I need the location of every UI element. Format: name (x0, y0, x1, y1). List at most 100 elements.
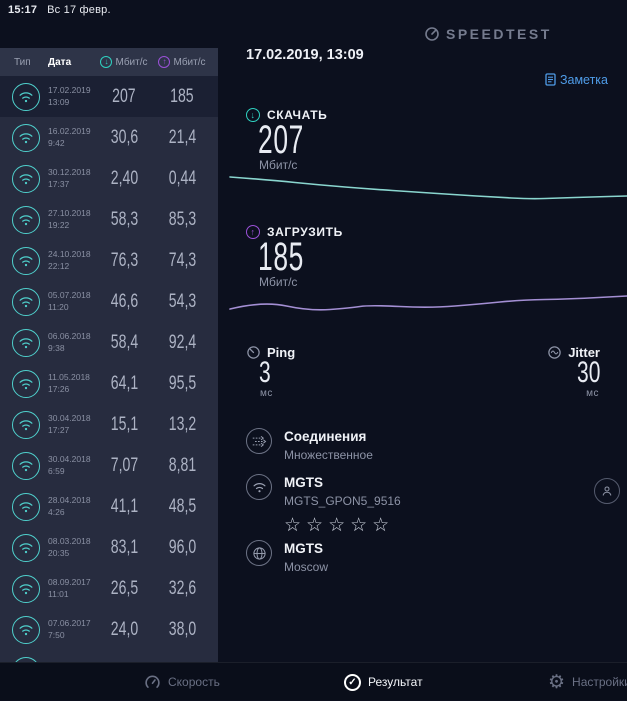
history-row-upload: 48,5 (168, 495, 196, 517)
wifi-icon (12, 287, 40, 316)
result-datetime: 17.02.2019, 13:09 (246, 47, 364, 63)
history-row-upload: 95,5 (168, 372, 196, 394)
history-panel: Тип Дата ↓ Мбит/с ↑ Мбит/с 17.02.2019 13:09… (0, 48, 218, 662)
history-header: Тип Дата ↓ Мбит/с ↑ Мбит/с (0, 48, 218, 76)
jitter-unit: мс (586, 388, 599, 399)
note-button[interactable]: Заметка (0, 73, 608, 87)
connections-title: Соединения (284, 429, 367, 444)
history-row-download: 64,1 (110, 372, 138, 394)
history-row-date: 11.05.2018 17:26 (48, 372, 90, 394)
wifi-icon (12, 410, 40, 439)
history-row[interactable]: 28.04.2018 4:26 41,1 48,5 (0, 486, 218, 527)
history-row[interactable]: 27.10.2018 19:22 58,3 85,3 (0, 199, 218, 240)
upload-value: 185 (258, 235, 305, 279)
wifi-icon (12, 205, 40, 234)
history-row[interactable]: 24.10.2018 22:12 76,3 74,3 (0, 240, 218, 281)
history-row-date: 07.06.2017 7:50 (48, 618, 91, 640)
wifi-icon (12, 164, 40, 193)
history-row[interactable]: 16.02.2019 9:42 30,6 21,4 (0, 117, 218, 158)
jitter-icon (547, 345, 562, 360)
history-row[interactable]: 17.02.2019 13:09 207 185 (0, 76, 218, 117)
wifi-icon (12, 328, 40, 357)
nav-results[interactable]: ✓ Результат (344, 663, 423, 701)
server-title: MGTS (284, 541, 323, 556)
server-location: Moscow (284, 560, 329, 574)
history-row-upload: 32,6 (168, 577, 196, 599)
status-bar: 15:17 Вс 17 февр. (8, 4, 111, 16)
column-upload[interactable]: ↑ Мбит/с (153, 56, 211, 68)
multi-connection-icon (246, 428, 272, 454)
history-row[interactable]: 08.03.2018 20:35 83,1 96,0 (0, 527, 218, 568)
history-row[interactable]: 05.07.2018 11:20 46,6 54,3 (0, 281, 218, 322)
history-row[interactable]: 30.12.2018 17:37 2,40 0,44 (0, 158, 218, 199)
wifi-icon (12, 123, 40, 152)
history-row-download: 24,0 (110, 618, 138, 640)
history-row[interactable]: 07.06.2017 7:50 24,0 38,0 (0, 609, 218, 650)
history-row-upload: 74,3 (168, 249, 196, 271)
history-row-download: 57,1 (95, 660, 153, 663)
history-row-download: 26,5 (110, 577, 138, 599)
history-row-upload: 85,3 (168, 208, 196, 230)
history-row-download: 15,1 (110, 413, 138, 435)
wifi-network-ssid: MGTS_GPON5_9516 (284, 494, 401, 508)
account-button[interactable] (594, 478, 620, 504)
upload-arrow-icon: ↑ (246, 225, 260, 239)
wifi-icon (12, 82, 40, 111)
star-rating[interactable]: ☆☆☆☆☆ (284, 515, 395, 536)
history-row-date: 17.02.2019 13:09 (48, 85, 91, 107)
nav-speed[interactable]: Скорость (144, 663, 220, 701)
history-row[interactable]: 06.06.2018 9:38 58,4 92,4 (0, 322, 218, 363)
column-download[interactable]: ↓ Мбит/с (95, 56, 153, 68)
history-row-upload: 92,4 (168, 331, 196, 353)
wifi-network-title: MGTS (284, 475, 323, 490)
column-date[interactable]: Дата (48, 56, 72, 68)
wifi-icon (12, 492, 40, 521)
ping-value: 3 (259, 356, 271, 389)
history-row-date: 08.09.2017 11:01 (48, 577, 91, 599)
wifi-icon (246, 474, 272, 500)
ping-label: Ping (246, 345, 295, 360)
history-row-date: 08.03.2018 20:35 (48, 536, 91, 558)
wifi-icon (12, 574, 40, 603)
history-row[interactable]: 11.05.2018 17:26 64,1 95,5 (0, 363, 218, 404)
ping-unit: мс (260, 388, 273, 399)
download-arrow-icon: ↓ (246, 108, 260, 122)
history-row-date: 05.07.2018 11:20 (48, 290, 91, 312)
history-row-upload: 185 (170, 85, 194, 107)
history-row-upload: 7,50 (153, 660, 211, 663)
column-type[interactable]: Тип (14, 56, 31, 68)
download-label: ↓ СКАЧАТЬ (246, 108, 327, 122)
history-row-download: 2,40 (110, 167, 138, 189)
history-row-upload: 38,0 (168, 618, 196, 640)
wifi-icon (12, 533, 40, 562)
globe-icon (246, 540, 272, 566)
nav-settings[interactable]: ⚙ Настройки (548, 671, 627, 693)
history-row-upload: 96,0 (168, 536, 196, 558)
history-row[interactable]: 30.04.2018 6:59 7,07 8,81 (0, 445, 218, 486)
history-row[interactable]: 08.09.2017 11:01 26,5 32,6 (0, 568, 218, 609)
history-row-download: 41,1 (110, 495, 138, 517)
history-row-download: 30,6 (110, 126, 138, 148)
history-row-download: 46,6 (110, 290, 138, 312)
gauge-icon (424, 26, 440, 42)
history-row[interactable]: 30.04.2018 17:27 15,1 13,2 (0, 404, 218, 445)
history-row-download: 58,4 (110, 331, 138, 353)
wifi-icon (12, 246, 40, 275)
person-icon (602, 486, 612, 496)
upload-chart (229, 295, 627, 311)
gear-icon: ⚙ (548, 671, 566, 693)
gauge-icon (144, 674, 161, 691)
jitter-label: Jitter (0, 345, 600, 360)
history-row-date: 24.10.2018 22:12 (48, 249, 91, 271)
history-row-date: 16.02.2019 9:42 (48, 126, 91, 148)
history-row-upload: 13,2 (168, 413, 196, 435)
history-row-upload: 21,4 (168, 126, 196, 148)
upload-unit: Мбит/с (259, 275, 298, 289)
history-row[interactable]: 05.11.201657,17,50 (0, 650, 218, 662)
history-row-date: 30.04.2018 17:27 (48, 413, 91, 435)
history-row-date: 30.04.2018 6:59 (48, 454, 91, 476)
history-row-date: 28.04.2018 4:26 (48, 495, 91, 517)
history-row-date: 27.10.2018 19:22 (48, 208, 91, 230)
connections-row: Соединения Множественное (246, 428, 373, 462)
speedtest-logo: SPEEDTEST (424, 26, 552, 42)
